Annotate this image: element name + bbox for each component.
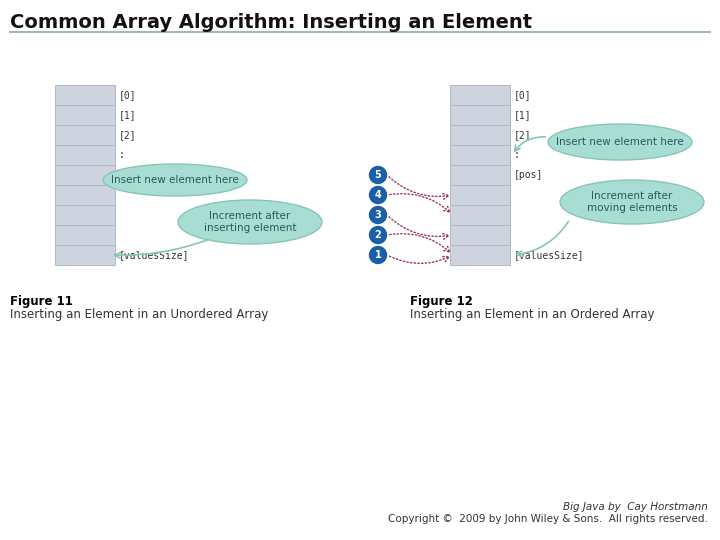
Circle shape xyxy=(369,246,387,264)
Text: 2: 2 xyxy=(374,230,382,240)
Text: 3: 3 xyxy=(374,210,382,220)
FancyBboxPatch shape xyxy=(55,165,115,185)
FancyBboxPatch shape xyxy=(55,185,115,205)
Text: [2]: [2] xyxy=(514,130,531,140)
Text: Insert new element here: Insert new element here xyxy=(111,175,239,185)
FancyBboxPatch shape xyxy=(55,145,115,165)
Text: [0]: [0] xyxy=(119,90,137,100)
Text: 5: 5 xyxy=(374,170,382,180)
Text: Figure 12: Figure 12 xyxy=(410,295,473,308)
FancyBboxPatch shape xyxy=(450,85,510,105)
FancyBboxPatch shape xyxy=(55,245,115,265)
FancyBboxPatch shape xyxy=(450,125,510,145)
FancyBboxPatch shape xyxy=(55,205,115,225)
Text: Increment after
moving elements: Increment after moving elements xyxy=(587,191,678,213)
Text: Insert new element here: Insert new element here xyxy=(556,137,684,147)
FancyBboxPatch shape xyxy=(450,145,510,165)
Circle shape xyxy=(369,226,387,244)
FancyBboxPatch shape xyxy=(450,165,510,185)
Text: Inserting an Element in an Unordered Array: Inserting an Element in an Unordered Arr… xyxy=(10,308,269,321)
Text: 4: 4 xyxy=(374,190,382,200)
FancyBboxPatch shape xyxy=(55,125,115,145)
Text: [pos]: [pos] xyxy=(514,170,544,180)
Ellipse shape xyxy=(178,200,322,244)
FancyBboxPatch shape xyxy=(450,185,510,205)
Text: 1: 1 xyxy=(374,250,382,260)
Text: [valuesSize]: [valuesSize] xyxy=(119,250,189,260)
FancyBboxPatch shape xyxy=(450,205,510,225)
Circle shape xyxy=(369,186,387,204)
Text: Big Java by  Cay Horstmann: Big Java by Cay Horstmann xyxy=(563,502,708,512)
Text: Copyright ©  2009 by John Wiley & Sons.  All rights reserved.: Copyright © 2009 by John Wiley & Sons. A… xyxy=(388,514,708,524)
FancyBboxPatch shape xyxy=(450,105,510,125)
FancyBboxPatch shape xyxy=(55,105,115,125)
FancyBboxPatch shape xyxy=(55,225,115,245)
Text: [2]: [2] xyxy=(119,130,137,140)
Text: Inserting an Element in an Ordered Array: Inserting an Element in an Ordered Array xyxy=(410,308,654,321)
FancyBboxPatch shape xyxy=(450,245,510,265)
Ellipse shape xyxy=(560,180,704,224)
Text: [1]: [1] xyxy=(514,110,531,120)
Text: Figure 11: Figure 11 xyxy=(10,295,73,308)
Text: [0]: [0] xyxy=(514,90,531,100)
Text: [1]: [1] xyxy=(119,110,137,120)
Text: :: : xyxy=(119,150,125,160)
Ellipse shape xyxy=(103,164,247,196)
FancyBboxPatch shape xyxy=(450,225,510,245)
Ellipse shape xyxy=(548,124,692,160)
FancyBboxPatch shape xyxy=(55,85,115,105)
Circle shape xyxy=(369,206,387,224)
Text: Increment after
inserting element: Increment after inserting element xyxy=(204,211,296,233)
Circle shape xyxy=(369,166,387,184)
Text: Common Array Algorithm: Inserting an Element: Common Array Algorithm: Inserting an Ele… xyxy=(10,13,532,32)
Text: [valuesSize]: [valuesSize] xyxy=(514,250,585,260)
Text: :: : xyxy=(514,150,520,160)
